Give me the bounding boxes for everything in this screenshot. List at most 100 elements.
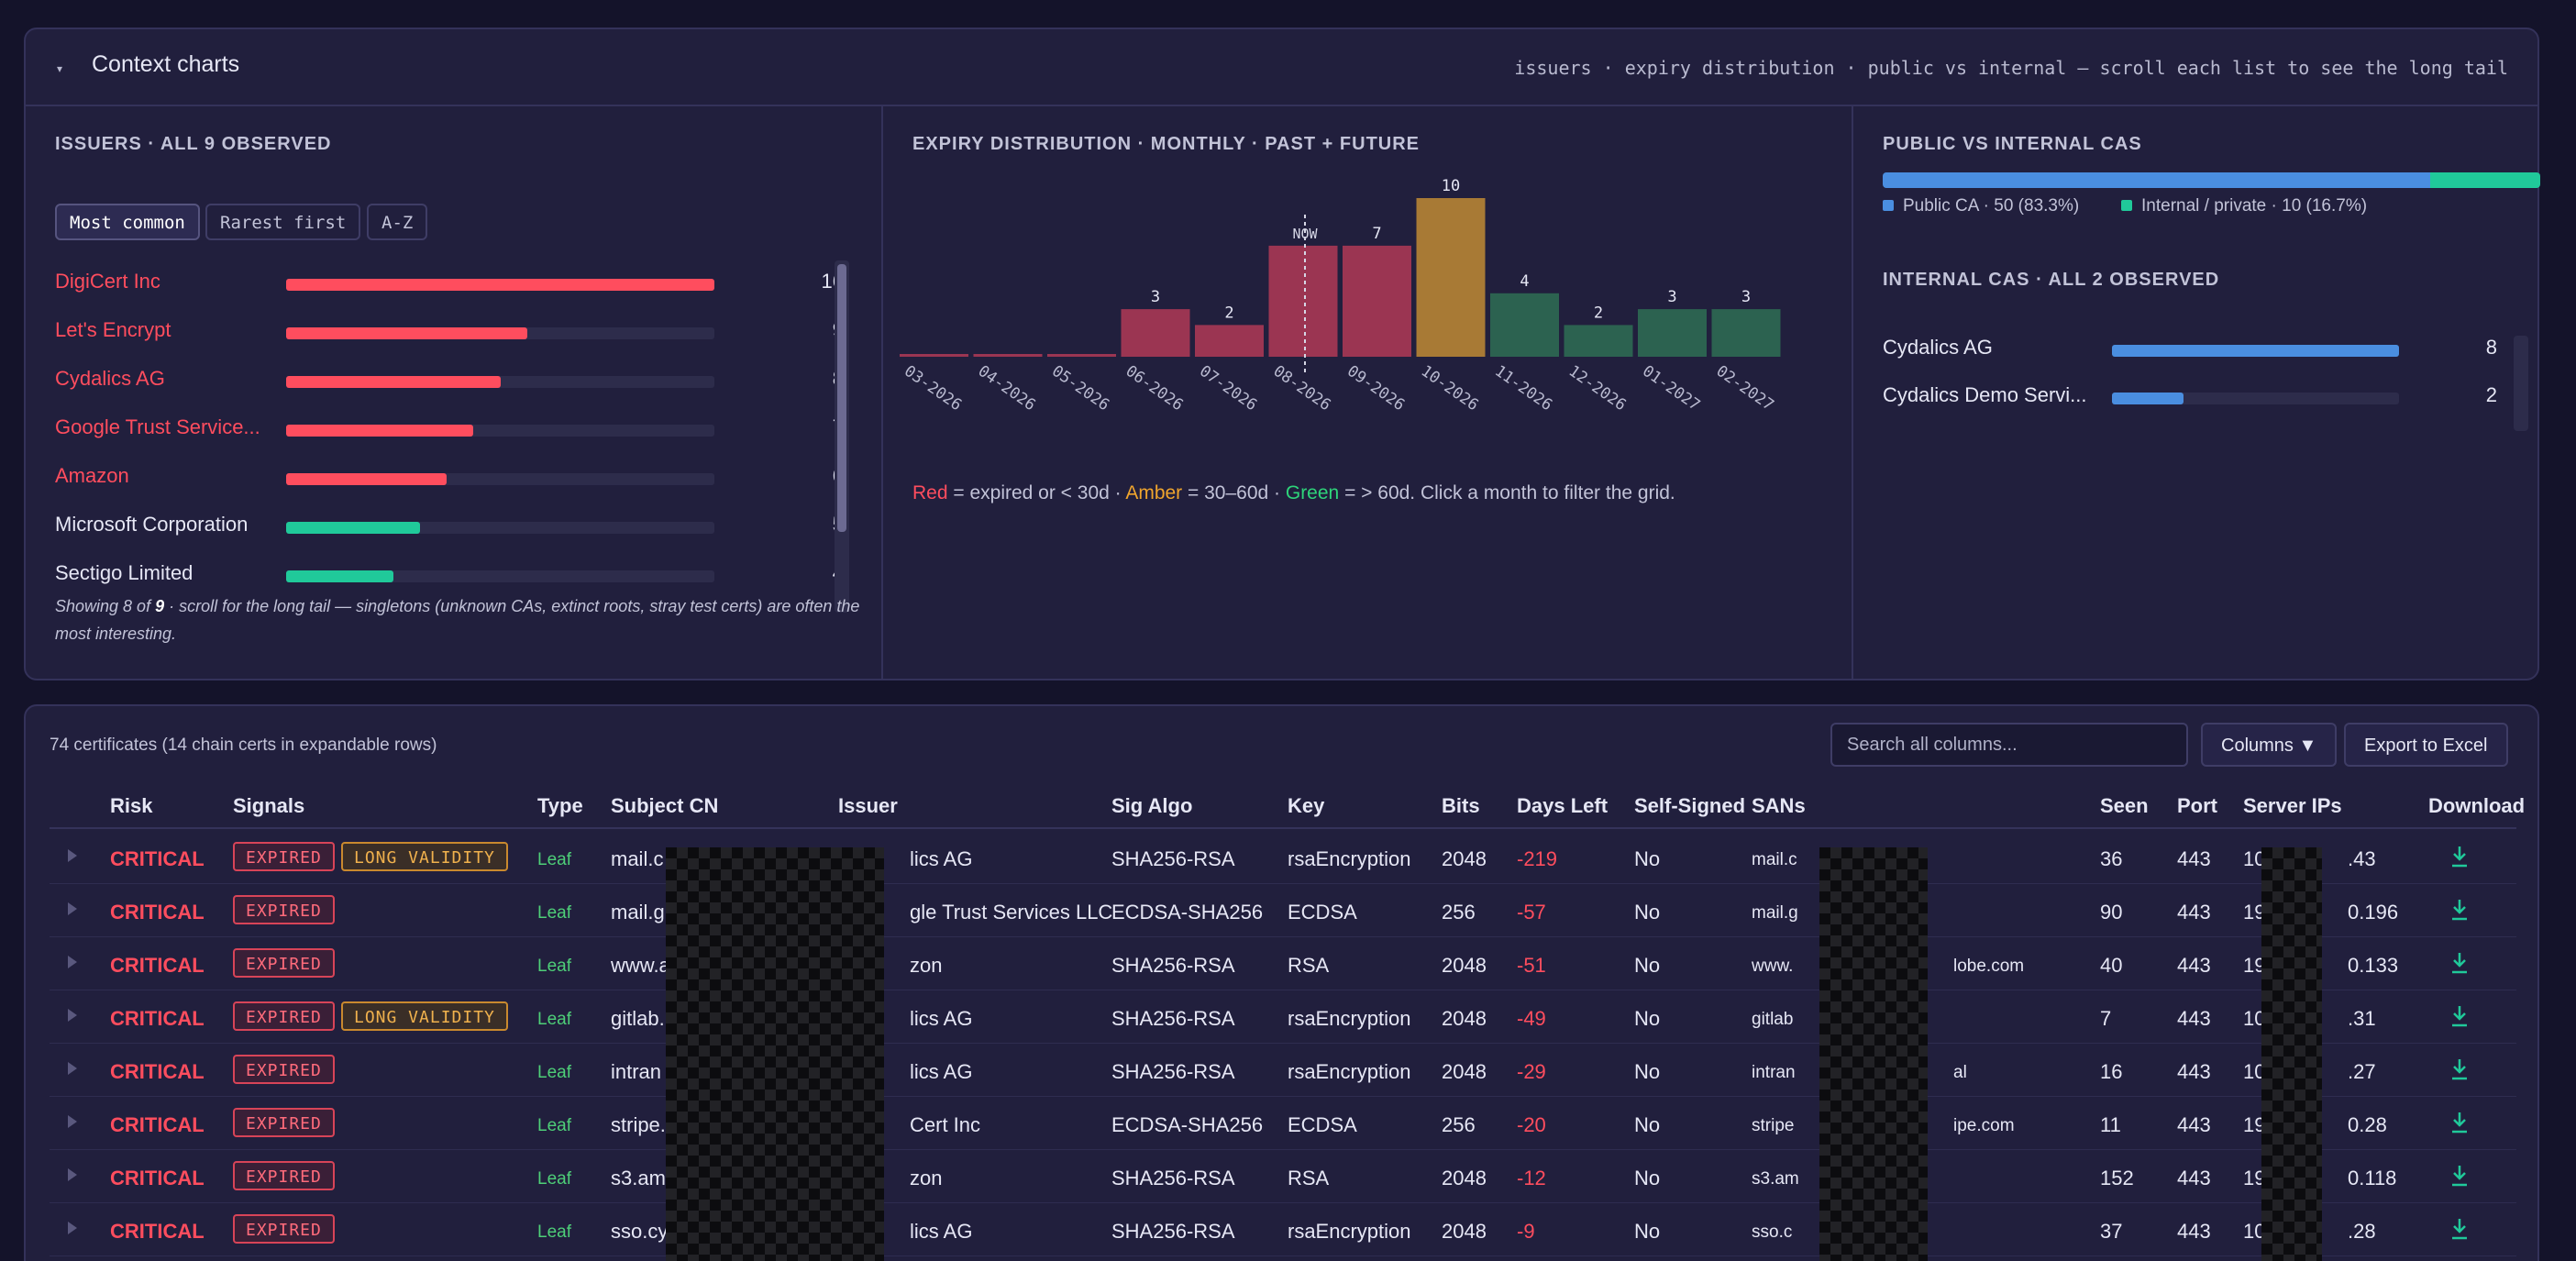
download-icon[interactable]	[2449, 1163, 2471, 1189]
header-days-left[interactable]: Days Left	[1517, 794, 1609, 817]
subject-cn-cell: stripe.	[611, 1113, 666, 1136]
header-type[interactable]: Type	[537, 794, 583, 817]
table-row[interactable]: CRITICAL EXPIRED Leaf stripe. Cert Inc ECDSA-…	[50, 1097, 2516, 1150]
expand-row-icon[interactable]	[68, 1009, 77, 1022]
expiry-bar[interactable]	[1268, 245, 1338, 357]
issuer-name[interactable]: DigiCert Inc	[55, 270, 160, 293]
table-row[interactable]: CRITICAL EXPIRED LONG VALIDITY Leaf mail.c li…	[50, 831, 2516, 884]
issuer-list-scrollbar[interactable]	[835, 260, 849, 613]
internal-ca-row[interactable]: Cydalics AG 8	[1883, 326, 2515, 374]
issuer-name[interactable]: Google Trust Service...	[55, 415, 260, 438]
expiry-bar[interactable]	[900, 354, 968, 357]
expiry-bar[interactable]	[1711, 309, 1781, 357]
header-port[interactable]: Port	[2177, 794, 2217, 817]
header-risk[interactable]: Risk	[110, 794, 153, 817]
header-signals[interactable]: Signals	[233, 794, 305, 817]
expiry-bar[interactable]	[1490, 293, 1559, 357]
download-icon[interactable]	[2449, 1216, 2471, 1242]
header-sig-algo[interactable]: Sig Algo	[1111, 794, 1193, 817]
issuer-name[interactable]: Microsoft Corporation	[55, 513, 249, 536]
header-self-signed[interactable]: Self-Signed	[1634, 794, 1746, 817]
internal-list-scrollbar[interactable]	[2514, 336, 2528, 431]
expand-row-icon[interactable]	[68, 956, 77, 968]
header-seen[interactable]: Seen	[2100, 794, 2149, 817]
table-row[interactable]: CRITICAL EXPIRED Leaf sso.cy lics AG SHA256-R…	[50, 1203, 2516, 1256]
expand-row-icon[interactable]	[68, 1062, 77, 1075]
expiry-bar[interactable]	[1121, 309, 1190, 357]
risk-cell: CRITICAL	[110, 954, 205, 977]
expiry-bar[interactable]	[1564, 325, 1633, 357]
expiry-chart[interactable]: 03-2026 04-2026 05-2026 3 06-2026 2 07-2026 08-…	[900, 161, 1835, 446]
sort-a-z-button[interactable]: A-Z	[367, 204, 428, 240]
issuer-cell: zon	[910, 1167, 943, 1189]
table-row[interactable]: CRITICAL EXPIRED Leaf intran lics AG SHA256-R…	[50, 1044, 2516, 1097]
issuer-name[interactable]: Sectigo Limited	[55, 561, 193, 584]
context-charts-header[interactable]: ▾ Context charts issuers · expiry distri…	[26, 29, 2537, 106]
internal-ca-name[interactable]: Cydalics AG	[1883, 336, 1993, 359]
header-sans[interactable]: SANs	[1752, 794, 1806, 817]
issuer-count: 9	[770, 318, 844, 342]
issuer-row[interactable]: Sectigo Limited 4	[55, 552, 844, 600]
signal-badge: LONG VALIDITY	[341, 1001, 508, 1031]
sort-most-common-button[interactable]: Most common	[55, 204, 200, 240]
issuer-row[interactable]: Cydalics AG 8	[55, 358, 844, 405]
sort-rarest-first-button[interactable]: Rarest first	[205, 204, 361, 240]
issuer-name[interactable]: Let's Encrypt	[55, 318, 171, 341]
export-excel-button[interactable]: Export to Excel	[2344, 723, 2508, 767]
internal-ca-row[interactable]: Cydalics Demo Servi... 2	[1883, 374, 2515, 422]
download-icon[interactable]	[2449, 844, 2471, 869]
expand-row-icon[interactable]	[68, 1168, 77, 1181]
header-issuer[interactable]: Issuer	[838, 794, 898, 817]
subject-cn-cell: mail.g	[611, 901, 665, 924]
self-signed-cell: No	[1634, 901, 1661, 924]
expiry-tick-label: 10-2026	[1418, 362, 1482, 415]
expiry-bar[interactable]	[1343, 245, 1411, 357]
header-bits[interactable]: Bits	[1442, 794, 1480, 817]
internal-ca-segment	[2430, 172, 2540, 188]
download-icon[interactable]	[2449, 950, 2471, 976]
issuer-bar-track	[286, 522, 714, 534]
issuer-list-scroll-thumb[interactable]	[837, 264, 846, 532]
table-row[interactable]: CRITICAL EXPIRED Leaf www.a zon SHA256-RSA RSA…	[50, 937, 2516, 990]
issuer-row[interactable]: Let's Encrypt 9	[55, 309, 844, 357]
issuer-row[interactable]: Microsoft Corporation 5	[55, 503, 844, 551]
expiry-bar[interactable]	[973, 354, 1043, 357]
expiry-bar-label: 7	[1372, 225, 1381, 243]
expand-row-icon[interactable]	[68, 902, 77, 915]
expand-row-icon[interactable]	[68, 1222, 77, 1234]
table-row[interactable]: CRITICAL EXPIRED Leaf s3.am zon SHA256-RSA RSA…	[50, 1150, 2516, 1203]
expiry-bar[interactable]	[1047, 354, 1116, 357]
issuer-row[interactable]: DigiCert Inc 16	[55, 260, 844, 308]
issuer-name[interactable]: Amazon	[55, 464, 129, 487]
header-download[interactable]: Download	[2428, 794, 2526, 817]
search-input[interactable]	[1830, 723, 2188, 767]
bits-cell: 256	[1442, 901, 1476, 924]
download-icon[interactable]	[2449, 1110, 2471, 1135]
table-row[interactable]: CRITICAL EXPIRED Leaf mail.g gle Trust Servi…	[50, 884, 2516, 937]
table-row[interactable]: CRITICAL EXPIRED LONG VALIDITY Leaf gitlab. l…	[50, 990, 2516, 1044]
download-icon[interactable]	[2449, 897, 2471, 923]
expiry-bar[interactable]	[1195, 325, 1264, 357]
header-server-ips[interactable]: Server IPs	[2243, 794, 2342, 817]
collapse-caret-icon[interactable]: ▾	[57, 62, 63, 75]
issuer-row[interactable]: Google Trust Service... 7	[55, 406, 844, 454]
download-icon[interactable]	[2449, 1003, 2471, 1029]
signal-badge: EXPIRED	[233, 1108, 335, 1137]
issuer-name[interactable]: Cydalics AG	[55, 367, 165, 390]
download-icon[interactable]	[2449, 1056, 2471, 1082]
issuer-row[interactable]: Amazon 6	[55, 455, 844, 503]
subject-cn-cell: intran	[611, 1060, 662, 1083]
expand-row-icon[interactable]	[68, 1115, 77, 1128]
expiry-bar-label: 4	[1520, 272, 1529, 291]
expiry-bar[interactable]	[1638, 309, 1707, 357]
expiry-bar[interactable]	[1416, 198, 1486, 357]
internal-ca-name[interactable]: Cydalics Demo Servi...	[1883, 383, 2087, 406]
header-subject-cn[interactable]: Subject CN	[611, 794, 719, 817]
expand-row-icon[interactable]	[68, 849, 77, 862]
columns-button[interactable]: Columns ▼	[2201, 723, 2338, 767]
key-cell: ECDSA	[1288, 1113, 1357, 1136]
header-key[interactable]: Key	[1288, 794, 1325, 817]
internal-ca-count: 2	[2485, 383, 2497, 406]
public-internal-title: PUBLIC VS INTERNAL CAS	[1883, 134, 2142, 154]
sans-cell: mail.c	[1752, 850, 1797, 869]
